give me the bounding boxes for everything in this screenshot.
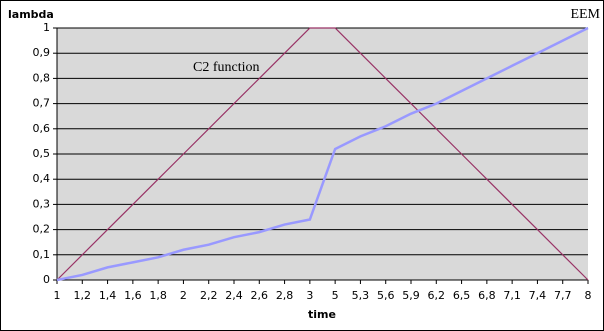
x-tick-label: 3 bbox=[306, 289, 313, 302]
x-tick-label: 1,6 bbox=[124, 289, 142, 302]
x-tick-label: 6,2 bbox=[428, 289, 446, 302]
series-label: C2 function bbox=[193, 60, 260, 75]
x-tick-label: 6,8 bbox=[478, 289, 496, 302]
series-line bbox=[56, 26, 589, 282]
y-tick-label: 0,6 bbox=[33, 122, 51, 135]
x-tick-label: 7,1 bbox=[503, 289, 521, 302]
y-tick-label: 0,2 bbox=[33, 223, 51, 236]
x-tick-label: 2,6 bbox=[251, 289, 269, 302]
y-tick-label: 0,3 bbox=[33, 197, 51, 210]
y-tick-label: 0,7 bbox=[33, 97, 51, 110]
series-label: EEM bbox=[570, 7, 600, 22]
x-tick-label: 2,2 bbox=[200, 289, 218, 302]
x-tick-label: 7,7 bbox=[554, 289, 572, 302]
series-line bbox=[56, 27, 589, 281]
x-tick-label: 2,4 bbox=[225, 289, 243, 302]
x-tick-label: 7,4 bbox=[529, 289, 547, 302]
y-axis-title: lambda bbox=[8, 8, 54, 21]
x-tick-label: 2 bbox=[180, 289, 187, 302]
x-axis-title: time bbox=[308, 308, 336, 321]
x-tick-label: 5,6 bbox=[377, 289, 395, 302]
x-tick-label: 8 bbox=[585, 289, 592, 302]
y-tick-label: 0 bbox=[43, 273, 50, 286]
x-tick-label: 6,5 bbox=[453, 289, 471, 302]
y-tick-label: 1 bbox=[43, 21, 50, 34]
x-tick-label: 5,9 bbox=[402, 289, 420, 302]
x-tick-label: 1,4 bbox=[99, 289, 117, 302]
y-tick-label: 0,4 bbox=[33, 172, 51, 185]
x-tick-label: 1,2 bbox=[74, 289, 92, 302]
y-tick-label: 0,9 bbox=[33, 46, 51, 59]
x-tick-label: 5,3 bbox=[352, 289, 370, 302]
x-tick-label: 2,8 bbox=[276, 289, 294, 302]
x-tick-label: 5 bbox=[332, 289, 339, 302]
y-tick-label: 0,8 bbox=[33, 71, 51, 84]
x-tick-label: 1 bbox=[54, 289, 61, 302]
y-tick-label: 0,5 bbox=[33, 147, 51, 160]
y-tick-label: 0,1 bbox=[33, 248, 51, 261]
x-tick-label: 1,8 bbox=[149, 289, 167, 302]
